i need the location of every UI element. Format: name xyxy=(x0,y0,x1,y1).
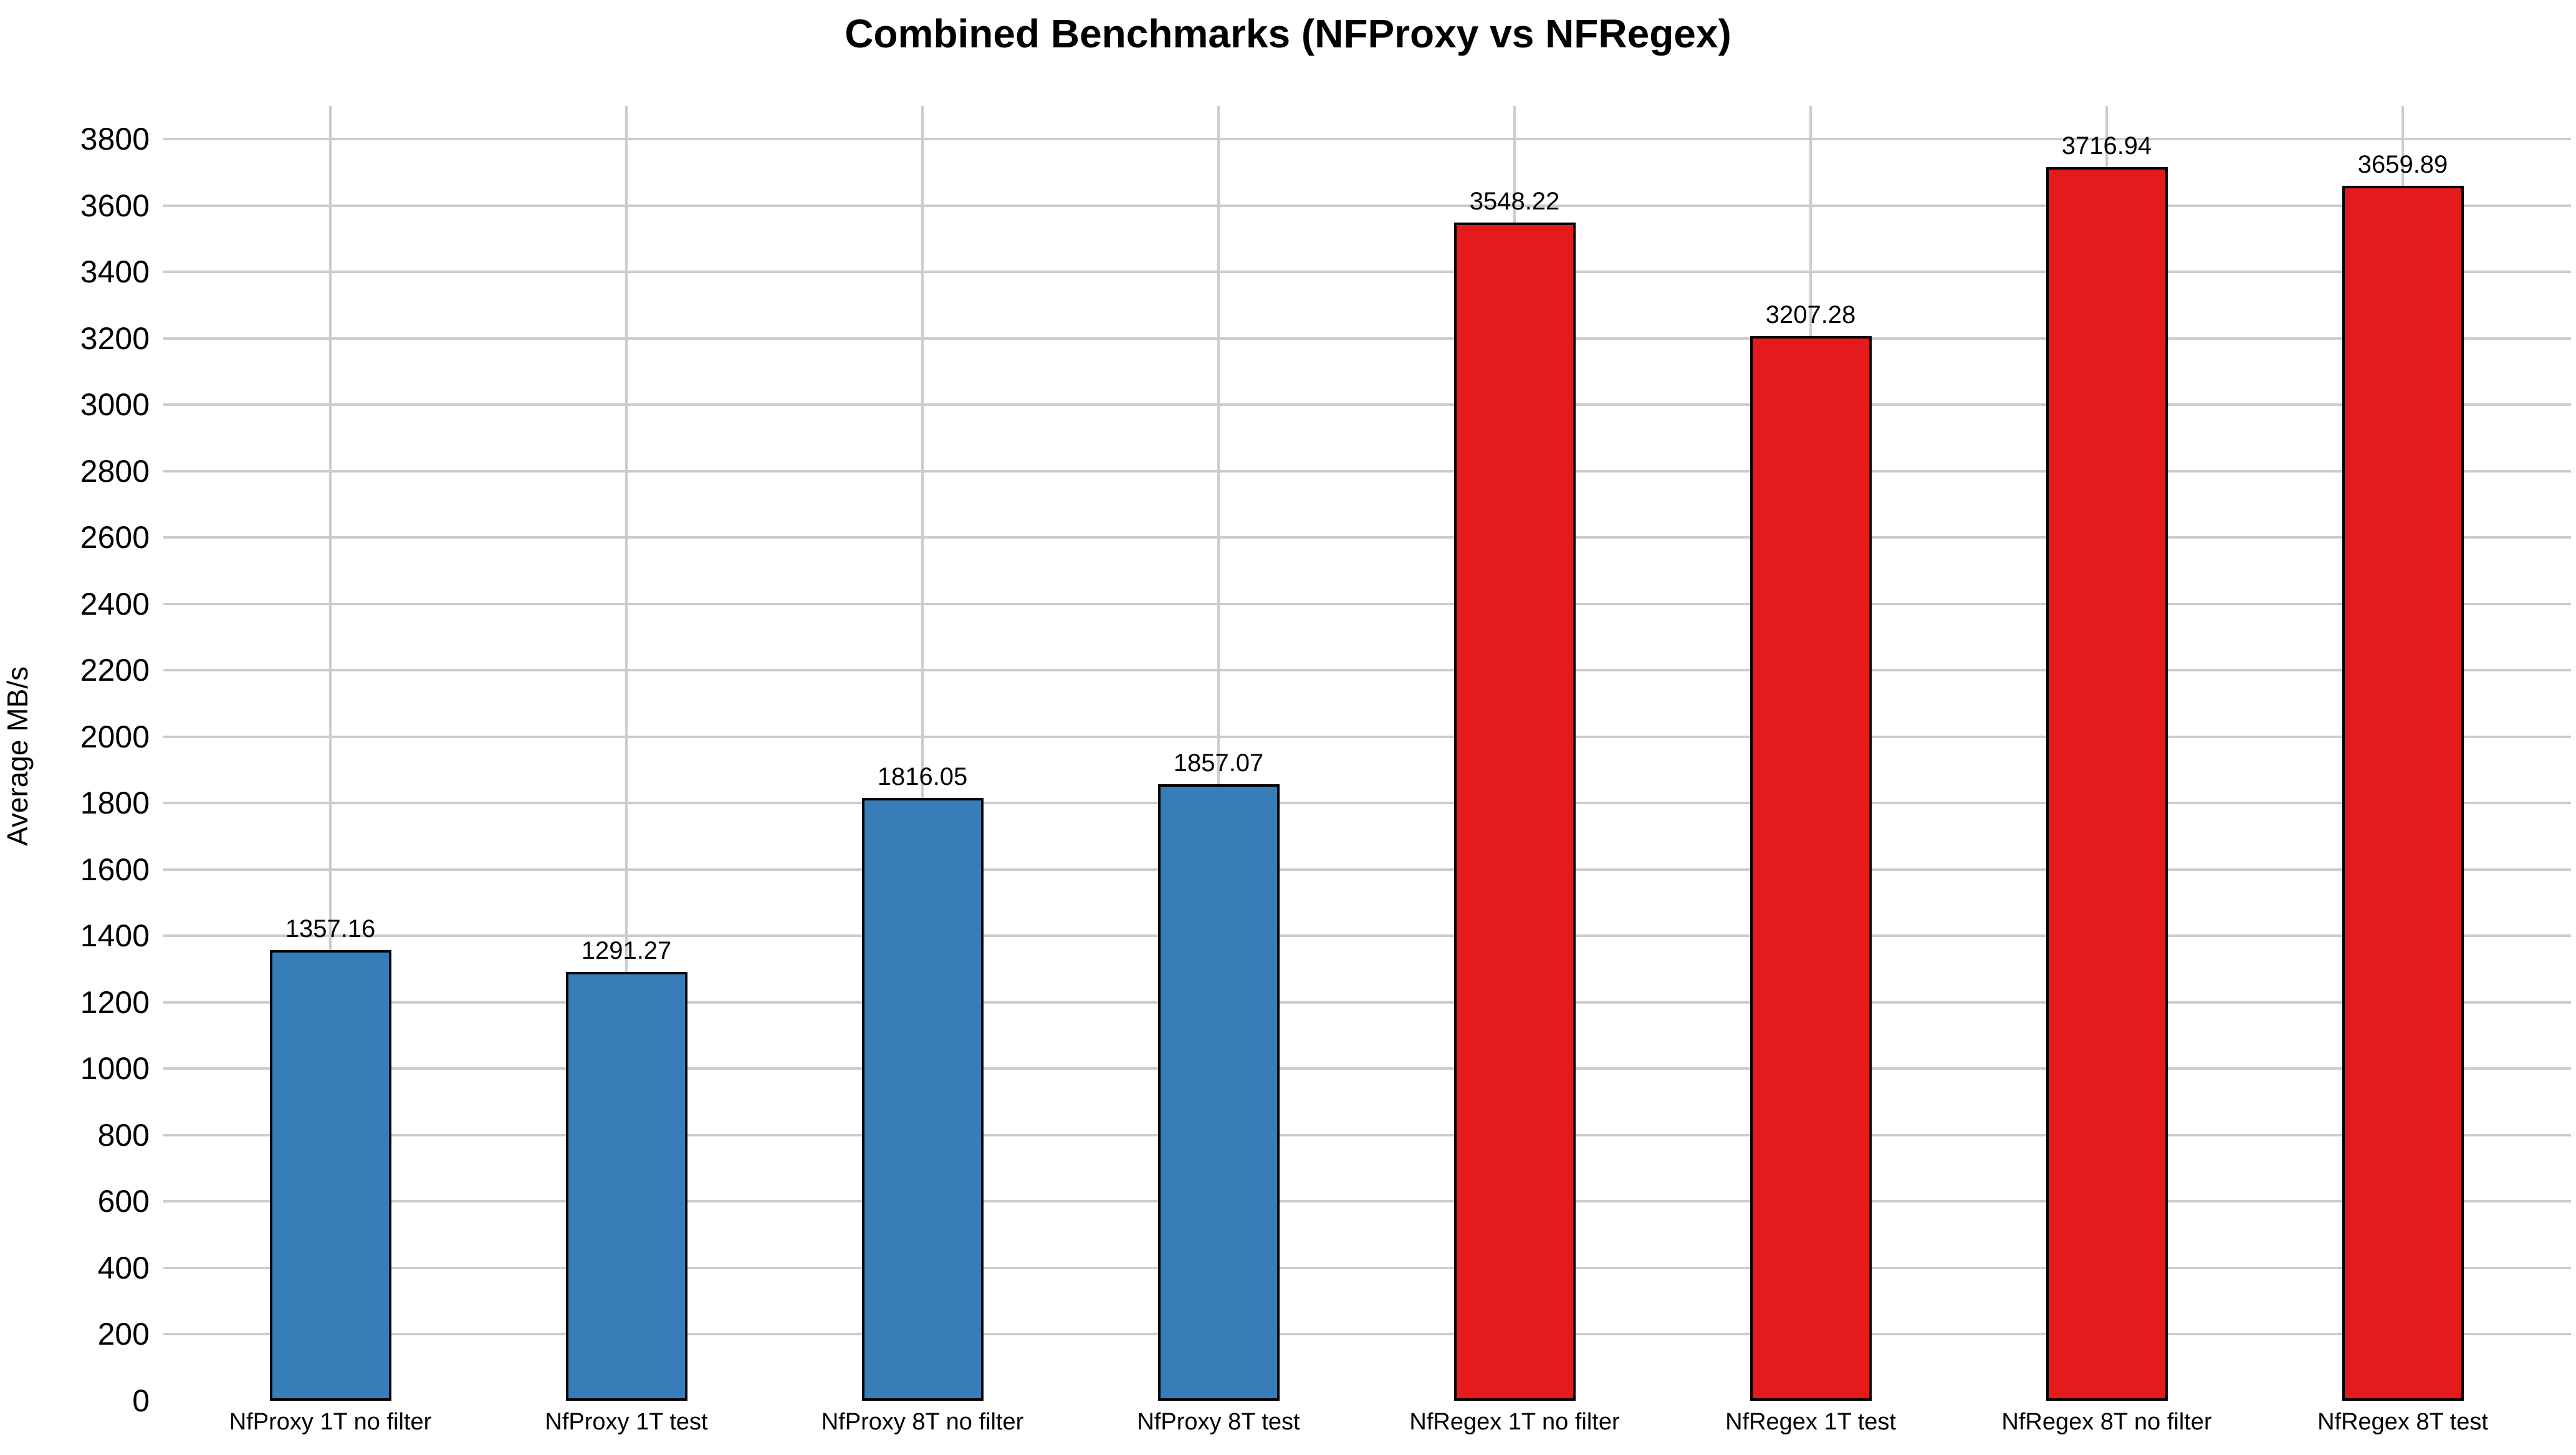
x-category-label: NfRegex 8T test xyxy=(2317,1409,2488,1435)
y-tick-label: 1200 xyxy=(80,984,150,1020)
y-tick-label: 3600 xyxy=(80,188,150,223)
v-gridline xyxy=(329,106,332,1401)
bar xyxy=(565,972,687,1401)
h-gridline xyxy=(163,735,2571,738)
h-gridline xyxy=(163,469,2571,473)
y-tick-label: 3800 xyxy=(80,122,150,157)
h-gridline xyxy=(163,536,2571,539)
bar-value-label: 1357.16 xyxy=(285,915,376,943)
bar xyxy=(1453,223,1576,1401)
v-gridline xyxy=(921,106,924,1401)
h-gridline xyxy=(163,1266,2571,1269)
x-category-label: NfRegex 1T no filter xyxy=(1409,1409,1620,1435)
bar-value-label: 1857.07 xyxy=(1173,749,1264,777)
x-category-label: NfProxy 8T no filter xyxy=(821,1409,1024,1435)
v-gridline xyxy=(1217,106,1220,1401)
v-gridline xyxy=(625,106,628,1401)
h-gridline xyxy=(163,337,2571,340)
y-tick-label: 400 xyxy=(97,1250,150,1285)
bar xyxy=(861,797,984,1401)
bar-value-label: 1816.05 xyxy=(877,762,968,790)
bar xyxy=(2046,166,2168,1401)
y-tick-label: 1400 xyxy=(80,918,150,954)
bar-value-label: 3207.28 xyxy=(1765,300,1856,329)
bar xyxy=(2342,185,2464,1401)
bar-value-label: 3548.22 xyxy=(1469,188,1560,216)
h-gridline xyxy=(163,802,2571,805)
y-tick-label: 200 xyxy=(97,1317,150,1352)
h-gridline xyxy=(163,669,2571,672)
chart-title: Combined Benchmarks (NFProxy vs NFRegex) xyxy=(845,11,1731,56)
y-tick-label: 2800 xyxy=(80,453,150,489)
y-tick-label: 0 xyxy=(132,1383,150,1418)
h-gridline xyxy=(163,868,2571,871)
y-tick-label: 2400 xyxy=(80,586,150,622)
h-gridline xyxy=(163,1200,2571,1203)
y-tick-label: 2200 xyxy=(80,653,150,688)
x-category-label: NfRegex 8T no filter xyxy=(2001,1409,2212,1435)
x-category-label: NfProxy 1T test xyxy=(545,1409,708,1435)
bar xyxy=(1157,784,1280,1401)
h-gridline xyxy=(163,204,2571,207)
bar-value-label: 1291.27 xyxy=(581,937,672,965)
h-gridline xyxy=(163,934,2571,938)
y-tick-label: 1600 xyxy=(80,852,150,887)
x-category-label: NfProxy 8T test xyxy=(1137,1409,1300,1435)
bar-value-label: 3716.94 xyxy=(2061,132,2152,160)
bar-value-label: 3659.89 xyxy=(2357,150,2448,178)
plot-area: 1357.16 1291.27 1816.05 1857.07 3548.22 3207.… xyxy=(163,106,2571,1401)
bar xyxy=(1750,335,1872,1401)
bar xyxy=(269,950,391,1401)
y-tick-label: 2000 xyxy=(80,719,150,754)
y-tick-label: 600 xyxy=(97,1184,150,1219)
y-tick-label: 3400 xyxy=(80,254,150,290)
y-tick-label: 3200 xyxy=(80,320,150,356)
x-category-label: NfProxy 1T no filter xyxy=(229,1409,432,1435)
y-tick-label: 800 xyxy=(97,1117,150,1153)
x-category-label: NfRegex 1T test xyxy=(1725,1409,1896,1435)
h-gridline xyxy=(163,271,2571,274)
h-gridline xyxy=(163,138,2571,141)
h-gridline xyxy=(163,1133,2571,1136)
h-gridline xyxy=(163,1067,2571,1070)
y-tick-label: 3000 xyxy=(80,387,150,423)
h-gridline xyxy=(163,602,2571,605)
y-tick-label: 1800 xyxy=(80,785,150,821)
h-gridline xyxy=(163,403,2571,406)
y-tick-label: 2600 xyxy=(80,520,150,555)
h-gridline xyxy=(163,1333,2571,1336)
h-gridline xyxy=(163,1001,2571,1004)
y-tick-label: 1000 xyxy=(80,1051,150,1087)
